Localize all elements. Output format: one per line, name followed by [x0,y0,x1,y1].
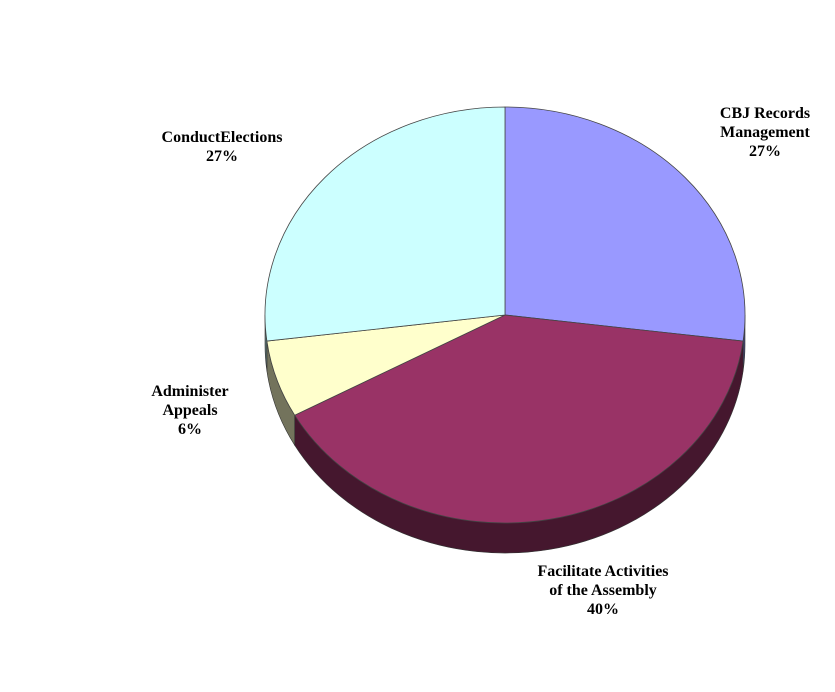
value-label: 6% [178,421,202,438]
data-label: CBJ Records Management 27% [690,104,835,161]
category-label: ConductElections [161,129,283,146]
value-label: 27% [749,143,781,160]
data-label: Administer Appeals 6% [140,382,240,439]
category-label: CBJ Records Management [719,105,811,141]
slice [264,106,506,342]
value-label: 40% [587,601,619,618]
data-label: ConductElections 27% [112,128,332,166]
data-label: Facilitate Activities of the Assembly 40% [533,562,673,619]
value-label: 27% [206,148,238,165]
category-label: Administer Appeals [151,383,229,419]
slice [294,314,744,524]
category-label: Facilitate Activities of the Assembly [537,563,669,599]
slice [504,106,746,342]
